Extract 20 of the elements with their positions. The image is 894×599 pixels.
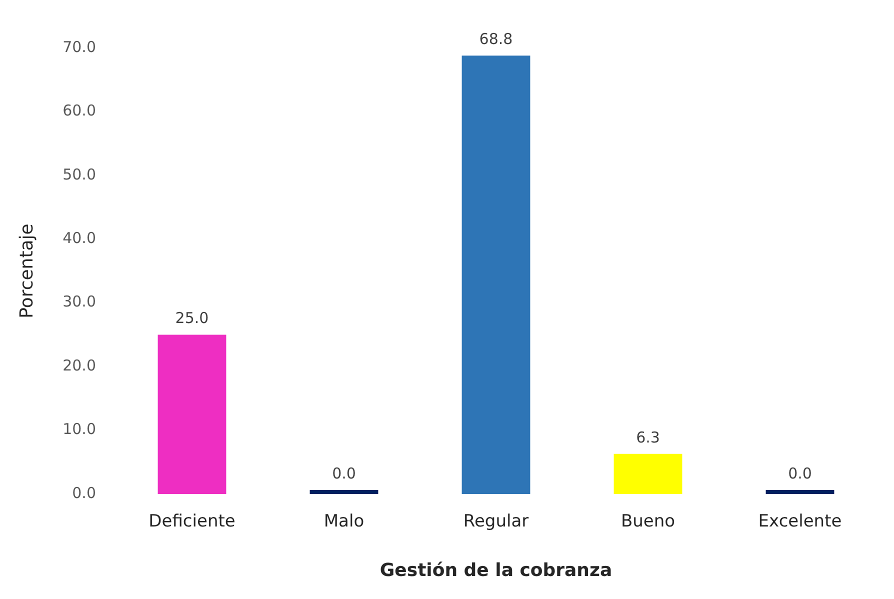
data-label: 25.0	[175, 309, 209, 328]
y-tick-label: 0.0	[72, 484, 96, 502]
data-label: 68.8	[479, 30, 513, 48]
y-tick-label: 10.0	[62, 420, 96, 438]
data-label: 0.0	[332, 464, 356, 482]
data-label: 0.0	[788, 464, 812, 482]
y-tick-label: 30.0	[62, 292, 96, 311]
data-label: 6.3	[636, 428, 660, 446]
x-tick-label: Excelente	[758, 512, 842, 532]
x-axis-title: Gestión de la cobranza	[380, 560, 612, 581]
x-tick-label: Regular	[463, 512, 529, 532]
y-tick-label: 70.0	[62, 38, 96, 56]
x-tick-label: Deficiente	[148, 512, 236, 532]
y-tick-label: 50.0	[62, 165, 96, 184]
y-tick-label: 40.0	[62, 229, 96, 248]
x-tick-label: Bueno	[620, 512, 676, 532]
y-tick-label: 60.0	[62, 102, 96, 120]
y-tick-label: 20.0	[62, 356, 96, 374]
y-axis-title: Porcentaje	[16, 224, 38, 318]
x-tick-label: Malo	[324, 512, 364, 532]
